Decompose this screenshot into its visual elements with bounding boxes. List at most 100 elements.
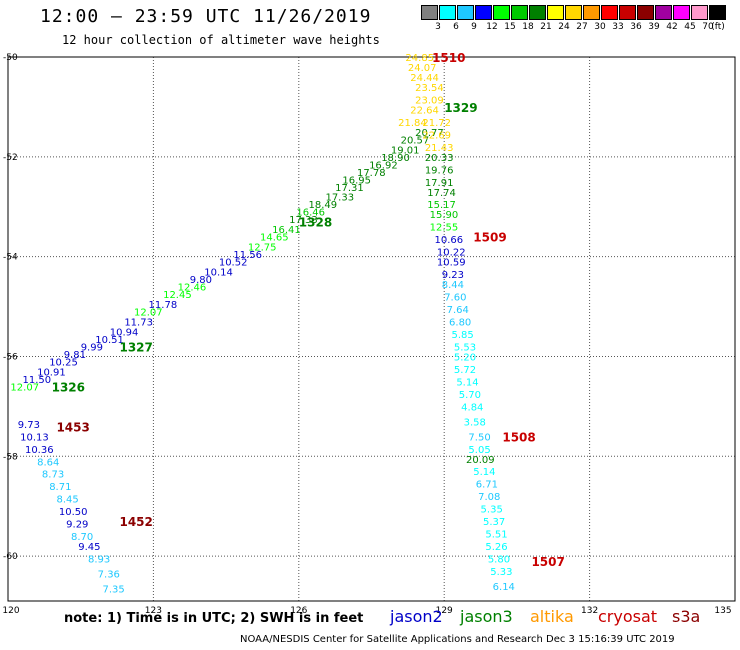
- swh-value-label: 24.44: [410, 73, 439, 84]
- legend-swatch: [493, 5, 510, 20]
- swh-value-label: 23.54: [415, 83, 444, 94]
- legend-swatch: [601, 5, 618, 20]
- swh-value-label: 16.95: [342, 175, 371, 186]
- map-frame: [7, 56, 736, 602]
- swh-value-label: 8.44: [442, 280, 464, 291]
- swh-value-label: 12.75: [248, 243, 277, 254]
- swh-value-label: 3.58: [464, 417, 486, 428]
- legend-swatch: [439, 5, 456, 20]
- swh-value-label: 5.14: [473, 467, 495, 478]
- pass-number-label: 1508: [502, 430, 535, 444]
- lat-tick-label: -56: [3, 352, 18, 362]
- legend-bin-label: 33: [612, 22, 624, 32]
- legend-unit: (ft): [711, 22, 725, 32]
- satellite-name-jason2: jason2: [390, 607, 443, 626]
- swh-value-label: 11.78: [149, 300, 178, 311]
- swh-value-label: 5.72: [454, 365, 476, 376]
- lon-tick-label: 123: [145, 606, 162, 616]
- swh-value-label: 10.50: [59, 507, 88, 518]
- legend-bin-label: 21: [540, 22, 552, 32]
- swh-value-label: 6.80: [449, 318, 471, 329]
- pass-number-label: 1329: [444, 101, 477, 115]
- lon-tick-label: 129: [436, 606, 453, 616]
- legend-swatch: [583, 5, 600, 20]
- lon-tick-label: 135: [714, 606, 731, 616]
- swh-value-label: 24.85: [405, 53, 434, 64]
- satellite-name-s3a: s3a: [672, 607, 701, 626]
- swh-value-label: 15.17: [427, 200, 456, 211]
- swh-value-label: 5.14: [456, 377, 478, 388]
- map-subtitle: 12 hour collection of altimeter wave hei…: [62, 33, 380, 47]
- swh-value-label: 5.33: [490, 567, 512, 578]
- swh-value-label: 20.77: [415, 128, 444, 139]
- legend-swatch: [511, 5, 528, 20]
- swh-value-label: 20.09: [466, 455, 495, 466]
- legend-swatch: [529, 5, 546, 20]
- pass-number-label: 1510: [432, 51, 465, 65]
- swh-value-label: 16.92: [369, 160, 398, 171]
- swh-value-label: 10.51: [95, 335, 124, 346]
- pass-number-label: 1509: [473, 231, 506, 245]
- legend-swatch: [691, 5, 708, 20]
- lon-tick-label: 120: [2, 606, 19, 616]
- legend-bin-label: 39: [648, 22, 660, 32]
- swh-value-label: 10.14: [204, 268, 233, 279]
- lat-lon-grid: [8, 57, 735, 601]
- pass-number-label: 1507: [531, 555, 564, 569]
- swh-value-label: 17.91: [425, 178, 454, 189]
- swh-value-label: 22.64: [410, 105, 439, 116]
- swh-value-label: 14.65: [260, 233, 289, 244]
- legend-bin-label: 36: [630, 22, 642, 32]
- swh-value-label: 5.53: [454, 342, 476, 353]
- swh-value-label: 18.90: [381, 153, 410, 164]
- swh-value-label: 5.80: [488, 555, 510, 566]
- swh-value-label: 6.14: [493, 582, 515, 593]
- swh-value-label: 16.41: [272, 225, 301, 236]
- legend-bin-label: 3: [435, 22, 441, 32]
- swh-value-label: 9.73: [18, 420, 40, 431]
- swh-value-label: 17.78: [357, 168, 386, 179]
- swh-value-label: 17.33: [325, 193, 354, 204]
- legend-swatch: [709, 5, 726, 20]
- swh-value-label: 8.64: [37, 457, 59, 468]
- pass-number-label: 1328: [299, 216, 332, 230]
- swh-value-label: 10.91: [37, 367, 66, 378]
- lat-tick-label: -52: [3, 153, 18, 163]
- legend-swatch: [673, 5, 690, 20]
- swh-value-label: 8.73: [42, 470, 64, 481]
- swh-value-label: 6.71: [476, 480, 498, 491]
- swh-value-label: 12.07: [10, 382, 39, 393]
- swh-value-label: 10.36: [25, 445, 54, 456]
- swh-value-label: 11.56: [233, 250, 262, 261]
- satellite-name-cryosat: cryosat: [598, 607, 658, 626]
- legend-bin-label: 70: [702, 22, 714, 32]
- legend-swatch: [655, 5, 672, 20]
- swh-value-label: 20.33: [425, 153, 454, 164]
- swh-value-label: 10.22: [437, 248, 466, 259]
- satellite-name-altika: altika: [530, 607, 574, 626]
- observation-labels: 12.0711.5010.9110.259.819.9910.5110.9411…: [10, 53, 515, 596]
- swh-value-label: 9.45: [78, 542, 100, 553]
- swh-value-label: 5.20: [454, 352, 476, 363]
- satellite-name-jason3: jason3: [460, 607, 513, 626]
- pass-number-label: 1452: [119, 515, 152, 529]
- swh-value-label: 8.93: [88, 555, 110, 566]
- legend-swatch: [637, 5, 654, 20]
- swh-value-label: 7.36: [98, 570, 120, 581]
- swh-value-label: 9.23: [442, 270, 464, 281]
- lat-tick-label: -58: [3, 452, 18, 462]
- swh-value-label: 17.33: [289, 215, 318, 226]
- swh-value-label: 20.57: [401, 135, 430, 146]
- swh-value-label: 7.60: [444, 293, 466, 304]
- swh-value-label: 12.46: [178, 283, 207, 294]
- swh-value-label: 7.64: [447, 305, 469, 316]
- swh-value-label: 5.70: [459, 390, 481, 401]
- swh-value-label: 10.13: [20, 432, 49, 443]
- pass-number-label: 1327: [119, 340, 152, 354]
- swh-value-label: 9.81: [64, 350, 86, 361]
- swh-value-label: 5.51: [485, 530, 507, 541]
- swh-value-label: 15.90: [430, 210, 459, 221]
- swh-value-label: 5.37: [483, 517, 505, 528]
- legend-bin-label: 9: [471, 22, 477, 32]
- legend-bin-label: 45: [684, 22, 696, 32]
